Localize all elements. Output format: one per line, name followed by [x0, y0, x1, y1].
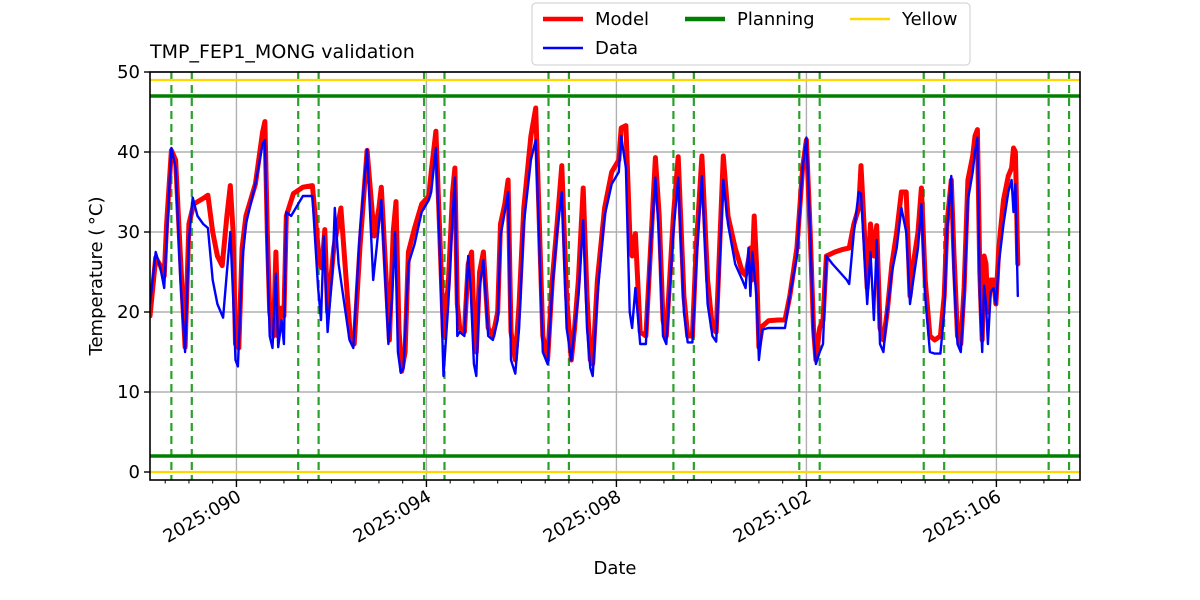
plot-frame [149, 71, 1081, 481]
y-tick-label: 50 [117, 62, 140, 83]
y-tick-label: 20 [117, 302, 140, 323]
y-axis-ticks: 0 10 20 30 40 50 [117, 62, 150, 483]
y-tick-label: 10 [117, 382, 140, 403]
vertical-markers [170, 72, 1071, 480]
legend-label-planning: Planning [737, 9, 815, 30]
legend-label-data: Data [595, 38, 638, 59]
series-line-data [150, 134, 1019, 378]
y-tick-label: 40 [117, 142, 140, 163]
y-tick-label: 0 [129, 462, 140, 483]
x-axis-label: Date [593, 558, 636, 579]
y-axis-label: Temperature ( °C) [86, 197, 107, 357]
legend: Model Data Planning Yellow [531, 2, 971, 66]
series-lines [150, 105, 1021, 378]
limit-lines [150, 78, 1080, 474]
legend-label-yellow: Yellow [901, 9, 957, 30]
y-tick-label: 30 [117, 222, 140, 243]
chart-title: TMP_FEP1_MONG validation [149, 41, 415, 63]
legend-label-model: Model [595, 9, 649, 30]
